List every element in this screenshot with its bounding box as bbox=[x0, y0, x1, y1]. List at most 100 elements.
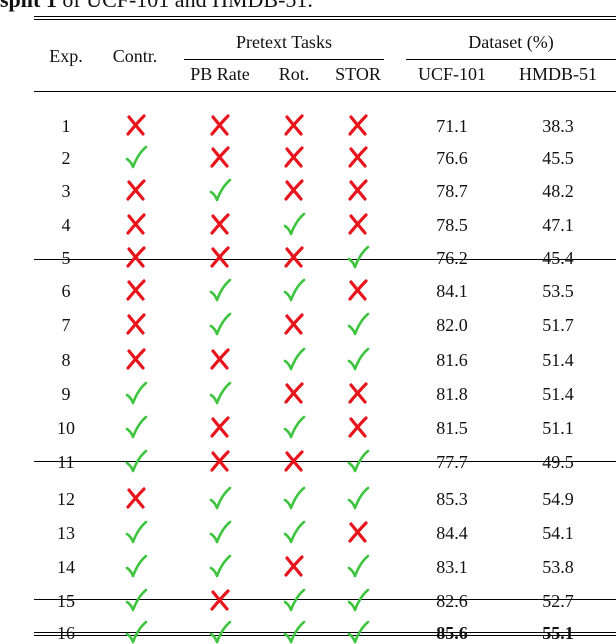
caption-bold-part: split 1 bbox=[0, 0, 57, 12]
check-icon bbox=[282, 415, 306, 439]
ucf-value: 81.6 bbox=[436, 350, 468, 370]
ucf-value: 76.2 bbox=[436, 248, 468, 268]
header-contr: Contr. bbox=[112, 46, 158, 66]
cross-icon bbox=[208, 113, 232, 137]
check-icon bbox=[346, 588, 370, 612]
exp-number: 14 bbox=[57, 557, 75, 577]
header-hmdb: HMDB-51 bbox=[518, 64, 597, 84]
ucf-value: 78.7 bbox=[436, 181, 468, 201]
cross-icon bbox=[124, 347, 148, 371]
exp-number: 16 bbox=[57, 623, 75, 643]
group-rule-1 bbox=[34, 259, 616, 260]
header-pb-rate: PB Rate bbox=[190, 64, 250, 84]
header-rot: Rot. bbox=[278, 64, 310, 84]
cross-icon bbox=[282, 554, 306, 578]
pretext-group-underline bbox=[184, 59, 384, 60]
check-icon bbox=[346, 245, 370, 269]
header-bottom-rule bbox=[34, 91, 616, 92]
check-icon bbox=[282, 520, 306, 544]
cross-icon bbox=[346, 415, 370, 439]
cross-icon bbox=[124, 486, 148, 510]
hmdb-value: 53.5 bbox=[542, 281, 574, 301]
ucf-value: 81.8 bbox=[436, 384, 468, 404]
cross-icon bbox=[282, 381, 306, 405]
check-icon bbox=[346, 449, 370, 473]
cross-icon bbox=[124, 245, 148, 269]
check-icon bbox=[282, 278, 306, 302]
cross-icon bbox=[346, 381, 370, 405]
cross-icon bbox=[208, 245, 232, 269]
header-dataset-group: Dataset (%) bbox=[468, 32, 554, 52]
cross-icon bbox=[282, 312, 306, 336]
dataset-group-underline bbox=[406, 59, 616, 60]
hmdb-value: 52.7 bbox=[542, 591, 574, 611]
cross-icon bbox=[208, 415, 232, 439]
hmdb-value: 49.5 bbox=[542, 452, 574, 472]
check-icon bbox=[124, 588, 148, 612]
hmdb-value: 45.5 bbox=[542, 148, 574, 168]
cross-icon bbox=[282, 145, 306, 169]
cross-icon bbox=[208, 212, 232, 236]
ucf-value: 84.1 bbox=[436, 281, 468, 301]
cross-icon bbox=[282, 245, 306, 269]
check-icon bbox=[124, 554, 148, 578]
hmdb-value: 51.4 bbox=[542, 384, 574, 404]
hmdb-value: 55.1 bbox=[542, 623, 574, 643]
exp-number: 11 bbox=[57, 452, 75, 472]
check-icon bbox=[346, 312, 370, 336]
hmdb-value: 47.1 bbox=[542, 215, 574, 235]
check-icon bbox=[124, 620, 148, 644]
exp-number: 10 bbox=[57, 418, 75, 438]
exp-number: 13 bbox=[57, 523, 75, 543]
hmdb-value: 54.1 bbox=[542, 523, 574, 543]
hmdb-value: 51.4 bbox=[542, 350, 574, 370]
header-pretext-group: Pretext Tasks bbox=[236, 32, 332, 52]
top-rule bbox=[34, 16, 616, 17]
group-rule-3 bbox=[34, 599, 616, 600]
exp-number: 9 bbox=[61, 384, 71, 404]
cross-icon bbox=[282, 449, 306, 473]
check-icon bbox=[124, 381, 148, 405]
check-icon bbox=[282, 588, 306, 612]
check-icon bbox=[124, 415, 148, 439]
exp-number: 5 bbox=[61, 248, 71, 268]
ucf-value: 77.7 bbox=[436, 452, 468, 472]
exp-number: 3 bbox=[61, 181, 71, 201]
exp-number: 7 bbox=[61, 315, 71, 335]
cross-icon bbox=[346, 278, 370, 302]
exp-number: 1 bbox=[61, 116, 71, 136]
header-stor: STOR bbox=[335, 64, 381, 84]
check-icon bbox=[346, 620, 370, 644]
header-exp: Exp. bbox=[49, 46, 83, 66]
table-caption: split 1 of UCF-101 and HMDB-51. bbox=[0, 0, 313, 13]
cross-icon bbox=[346, 145, 370, 169]
cross-icon bbox=[208, 449, 232, 473]
exp-number: 12 bbox=[57, 489, 75, 509]
check-icon bbox=[124, 520, 148, 544]
check-icon bbox=[282, 347, 306, 371]
check-icon bbox=[124, 145, 148, 169]
check-icon bbox=[282, 620, 306, 644]
caption-rest: of UCF-101 and HMDB-51. bbox=[57, 0, 313, 12]
group-rule-2 bbox=[34, 461, 616, 462]
check-icon bbox=[208, 381, 232, 405]
hmdb-value: 38.3 bbox=[542, 116, 574, 136]
top-rule-second bbox=[34, 19, 616, 20]
hmdb-value: 53.8 bbox=[542, 557, 574, 577]
cross-icon bbox=[208, 347, 232, 371]
hmdb-value: 54.9 bbox=[542, 489, 574, 509]
cross-icon bbox=[124, 178, 148, 202]
check-icon bbox=[124, 449, 148, 473]
ucf-value: 71.1 bbox=[436, 116, 468, 136]
hmdb-value: 51.7 bbox=[542, 315, 574, 335]
ucf-value: 82.6 bbox=[436, 591, 468, 611]
cross-icon bbox=[208, 145, 232, 169]
check-icon bbox=[208, 312, 232, 336]
cross-icon bbox=[282, 178, 306, 202]
ucf-value: 85.6 bbox=[436, 623, 468, 643]
bottom-rule-second bbox=[34, 635, 616, 636]
ucf-value: 78.5 bbox=[436, 215, 468, 235]
check-icon bbox=[346, 347, 370, 371]
hmdb-value: 51.1 bbox=[542, 418, 574, 438]
ucf-value: 81.5 bbox=[436, 418, 468, 438]
